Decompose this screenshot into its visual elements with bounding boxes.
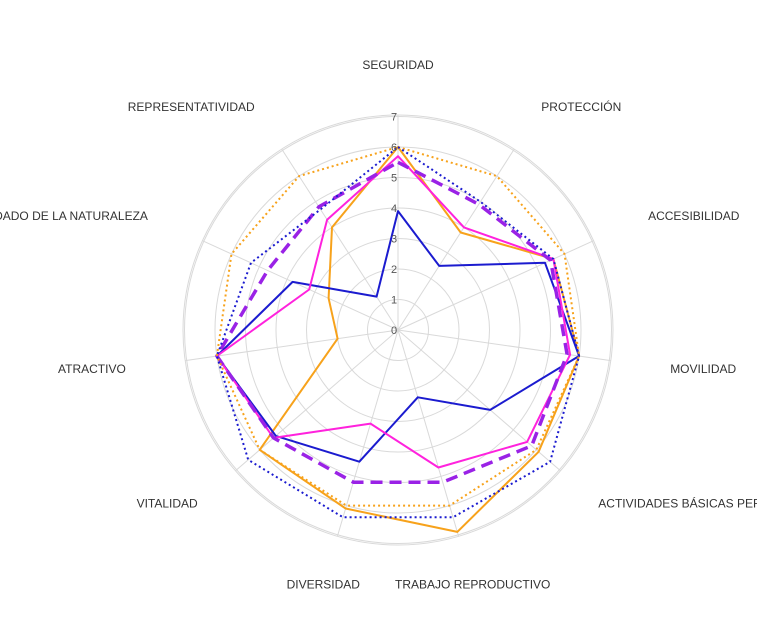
grid-spoke	[397, 329, 460, 537]
axis-label-11: REPRESENTATIVIDAD	[128, 100, 255, 114]
grid-spoke	[397, 329, 561, 472]
tick-label-7: 7	[391, 112, 397, 124]
grid-spoke	[397, 240, 594, 331]
axis-label-7: DIVERSIDAD	[287, 577, 361, 591]
axis-label-6: TRABAJO REPRODUCTIVO	[395, 577, 550, 591]
grid-spoke	[397, 148, 515, 331]
grid-spoke	[336, 329, 399, 537]
axis-label-9: ATRACTIVO	[58, 362, 126, 376]
axis-label-1: SEGURIDAD	[362, 58, 434, 72]
series-line-4	[215, 160, 569, 484]
series-line-3	[215, 155, 572, 469]
axis-label-2: PROTECCIÓN	[541, 99, 621, 114]
axis-label-8: VITALIDAD	[137, 497, 198, 511]
radar-grid	[182, 114, 614, 546]
tick-label-3: 3	[391, 234, 397, 246]
radar-axis-labels: SEGURIDAD PROTECCIÓN ACCESIBILIDAD MOVILIDA…	[0, 58, 757, 591]
radar-series	[215, 146, 581, 533]
series-line-6	[215, 146, 581, 519]
radar-tick-labels: 0 1 2 3 4 5 6 7	[391, 112, 397, 338]
grid-spoke	[202, 240, 399, 331]
grid-spoke	[185, 329, 399, 362]
axis-label-5: ACTIVIDADES BÁSICAS PERSONAS	[598, 496, 757, 511]
tick-label-0: 0	[391, 325, 397, 337]
tick-label-6: 6	[391, 142, 397, 154]
series-line-5	[215, 146, 581, 507]
grid-spoke	[281, 148, 399, 331]
axis-label-10: CUIDADO DE LA NATURALEZA	[0, 209, 148, 223]
tick-label-5: 5	[391, 173, 397, 185]
grid-spoke	[397, 329, 611, 362]
series-line-2	[215, 210, 581, 463]
tick-label-2: 2	[391, 264, 397, 276]
axis-label-3: ACCESIBILIDAD	[648, 209, 740, 223]
axis-label-4: MOVILIDAD	[670, 362, 736, 376]
tick-label-1: 1	[391, 295, 397, 307]
tick-label-4: 4	[391, 203, 397, 215]
